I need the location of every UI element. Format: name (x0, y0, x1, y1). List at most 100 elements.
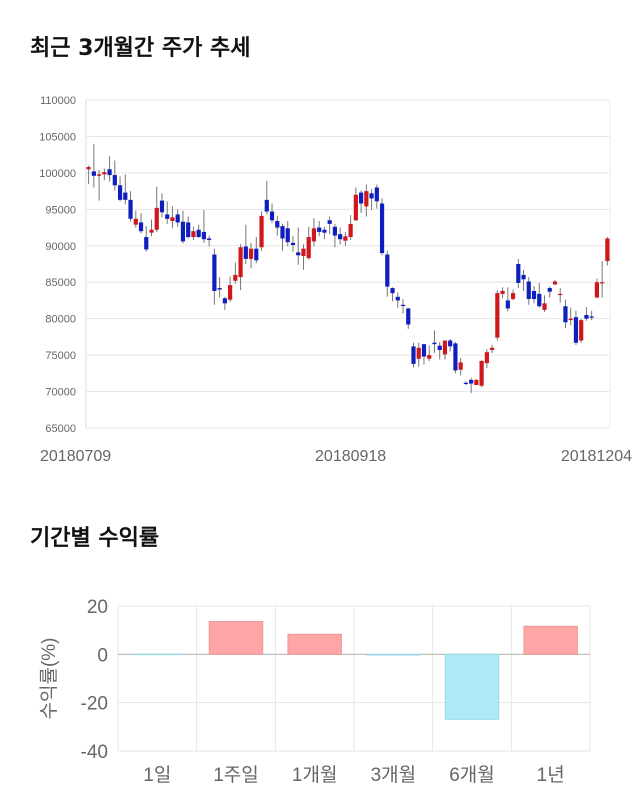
candle-body (243, 246, 248, 259)
y-tick-label: 75000 (45, 350, 76, 362)
y-tick-label: 90000 (45, 241, 76, 253)
x-category-label: 1개월 (292, 764, 338, 786)
candle-body (605, 238, 610, 262)
y-tick-label: 20 (87, 597, 108, 618)
candle-body (159, 200, 165, 213)
candle-body (332, 226, 337, 236)
candle-body (102, 172, 107, 175)
candle-body (154, 207, 159, 230)
return-bar (523, 625, 578, 655)
candle-body (97, 174, 102, 176)
candle-body (385, 254, 390, 287)
candle-body (400, 304, 406, 307)
candle-body (453, 343, 458, 371)
candle-body (406, 308, 411, 325)
y-axis-label: 수익률(%) (38, 638, 60, 720)
candle-body (432, 342, 437, 345)
candle-body (353, 194, 358, 221)
candle-body (144, 237, 149, 250)
candlestick-chart: 65000 70000 75000 80000 85000 90000 95000 10000… (39, 95, 632, 465)
candle-body (437, 345, 442, 351)
candle-body (91, 171, 96, 176)
candle-body (254, 248, 259, 261)
candle-body (531, 290, 537, 299)
x-category-label: 6개월 (449, 764, 495, 786)
candle-body (374, 187, 379, 202)
y-tick-label: -20 (81, 694, 108, 715)
candle-body (568, 318, 573, 321)
x-category-label: 1일 (143, 764, 171, 786)
candle-body (448, 340, 453, 347)
candle-body (584, 315, 589, 319)
candle-body (348, 223, 353, 238)
y-tick-label: 100000 (39, 168, 76, 180)
candle-body (338, 234, 343, 240)
candle-body (317, 227, 322, 232)
candle-body (123, 192, 128, 200)
candle-body (558, 293, 563, 296)
candle-body (259, 215, 264, 248)
candle-body (327, 220, 332, 224)
candle-body (238, 247, 243, 278)
candle-body (264, 199, 269, 212)
candle-body (233, 274, 238, 281)
candle-body (484, 352, 489, 364)
return-bar (444, 653, 500, 720)
candle-body (490, 347, 495, 351)
candle-body (411, 346, 416, 364)
candle-body (552, 281, 558, 285)
candle-body (133, 218, 138, 225)
candle-body (474, 379, 479, 385)
candle-body (170, 217, 175, 221)
candle-body (343, 236, 348, 241)
y-tick-label: 105000 (39, 131, 76, 143)
candle-body (416, 347, 421, 359)
candle-body (359, 192, 364, 204)
candle-body (579, 320, 584, 341)
candle-body (421, 344, 427, 357)
candle-body (500, 290, 505, 294)
x-category-label: 1주일 (213, 764, 259, 786)
candle-body (573, 317, 579, 343)
candle-body (86, 167, 91, 170)
candle-body (175, 214, 180, 223)
x-category-label: 3개월 (371, 764, 417, 786)
candle-body (322, 229, 327, 233)
candle-body (186, 222, 191, 238)
y-tick-label: -40 (81, 742, 108, 763)
candle-body (201, 231, 206, 240)
candle-body (306, 237, 311, 259)
y-tick-label: 95000 (45, 204, 76, 216)
candle-body (269, 211, 275, 221)
candle-body (222, 298, 227, 304)
candle-body (594, 282, 599, 298)
return-bar (208, 620, 264, 655)
candle-body (547, 288, 552, 292)
x-tick-label: 20181204 (561, 448, 632, 465)
candle-body (165, 214, 170, 219)
candle-body (285, 228, 290, 243)
return-bar (287, 633, 342, 655)
candle-body (128, 199, 133, 219)
candle-body (149, 229, 154, 233)
candle-body (469, 379, 474, 384)
y-tick-label: 65000 (45, 423, 76, 435)
candle-body (369, 193, 374, 199)
returns-title: 기간별 수익률 (30, 526, 160, 551)
x-category-label: 1년 (537, 764, 565, 786)
candle-body (290, 242, 296, 246)
candle-body (563, 306, 568, 323)
candle-body (390, 288, 395, 294)
candle-body (275, 220, 280, 228)
candle-body (117, 185, 123, 200)
candle-body (296, 252, 301, 256)
y-tick-label: 110000 (40, 95, 76, 107)
candle-body (505, 300, 510, 309)
x-tick-label: 20180918 (315, 448, 386, 465)
candle-body (516, 264, 521, 283)
candle-body (521, 274, 526, 280)
candle-body (138, 222, 144, 232)
candle-body (280, 226, 285, 239)
candle-body (589, 316, 594, 318)
